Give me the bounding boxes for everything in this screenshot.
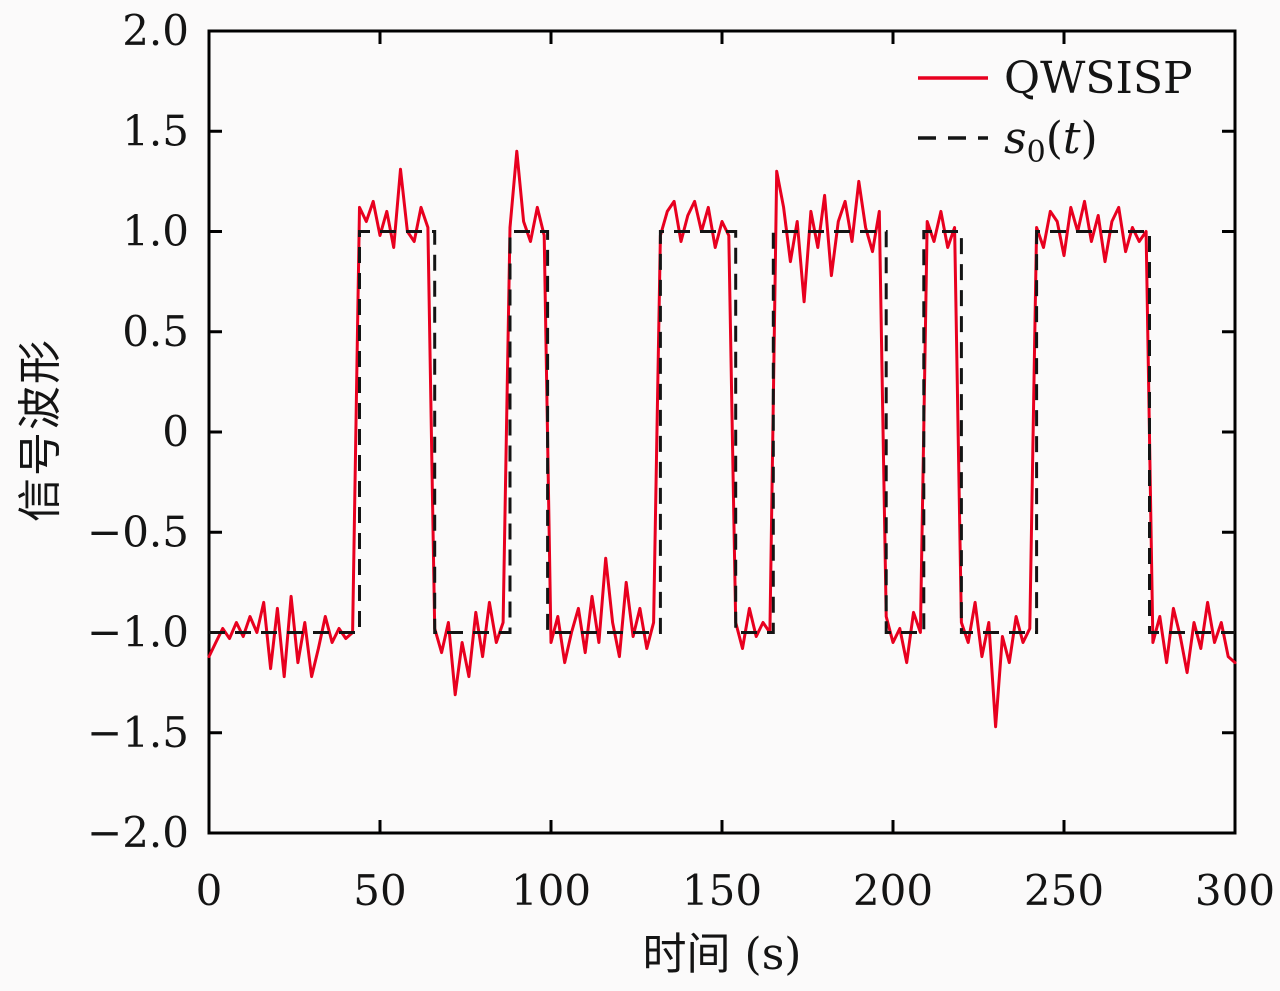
- x-tick-label: 100: [511, 866, 591, 915]
- x-tick-label: 300: [1195, 866, 1275, 915]
- x-tick-label: 200: [853, 866, 933, 915]
- y-tick-label: −0.5: [87, 507, 189, 556]
- y-tick-label: 0: [162, 407, 189, 456]
- x-tick-label: 250: [1024, 866, 1104, 915]
- x-axis-label: 时间 (s): [642, 929, 802, 980]
- y-tick-label: 1.0: [122, 207, 189, 256]
- y-tick-label: −2.0: [87, 808, 189, 857]
- legend-label-s0: s0(t): [1004, 113, 1098, 170]
- y-axis-label: 信号波形: [15, 338, 66, 522]
- legend-label-qwsisp: QWSISP: [1004, 53, 1193, 104]
- y-tick-label: 2.0: [122, 6, 189, 55]
- y-tick-label: −1.0: [87, 608, 189, 657]
- s0-line: [209, 230, 1235, 634]
- y-tick-label: 0.5: [122, 307, 189, 356]
- y-tick-label: 1.5: [122, 106, 189, 155]
- qwsisp-line: [207, 149, 1237, 729]
- x-tick-label: 50: [353, 866, 406, 915]
- x-tick-label: 0: [196, 866, 223, 915]
- x-tick-label: 150: [682, 866, 762, 915]
- y-tick-label: −1.5: [87, 708, 189, 757]
